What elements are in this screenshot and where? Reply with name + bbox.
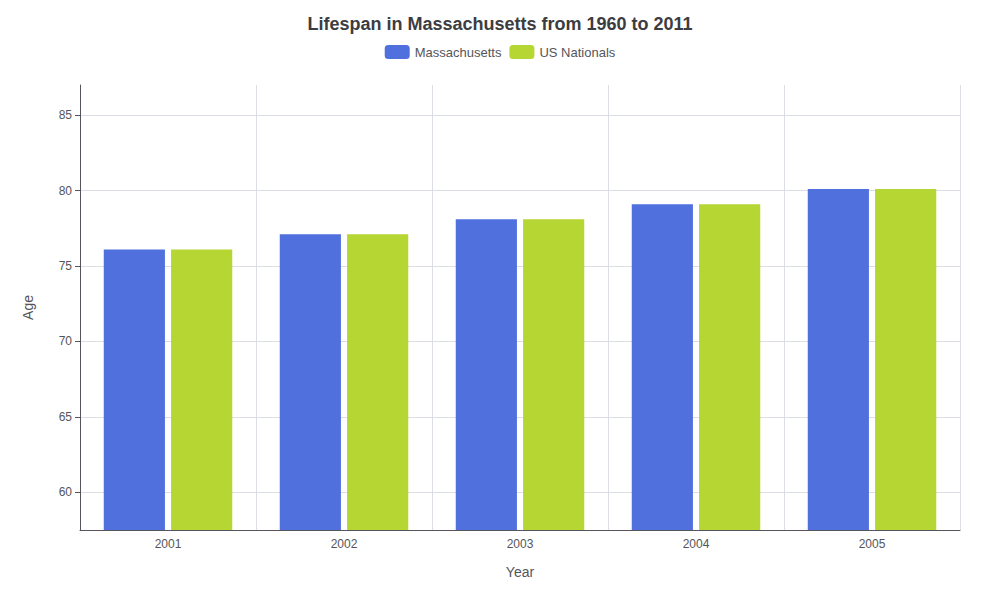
svg-text:US Nationals: US Nationals	[539, 45, 615, 60]
svg-text:Lifespan in Massachusetts from: Lifespan in Massachusetts from 1960 to 2…	[307, 14, 692, 34]
svg-text:Age: Age	[20, 295, 36, 320]
svg-text:Year: Year	[506, 564, 535, 580]
svg-text:2002: 2002	[331, 537, 358, 551]
svg-text:85: 85	[59, 108, 73, 122]
svg-text:2001: 2001	[155, 537, 182, 551]
svg-text:2004: 2004	[683, 537, 710, 551]
svg-text:Massachusetts: Massachusetts	[415, 45, 502, 60]
svg-text:65: 65	[59, 410, 73, 424]
svg-text:80: 80	[59, 184, 73, 198]
svg-text:75: 75	[59, 259, 73, 273]
svg-text:2003: 2003	[507, 537, 534, 551]
svg-text:60: 60	[59, 485, 73, 499]
svg-text:70: 70	[59, 334, 73, 348]
svg-text:2005: 2005	[859, 537, 886, 551]
